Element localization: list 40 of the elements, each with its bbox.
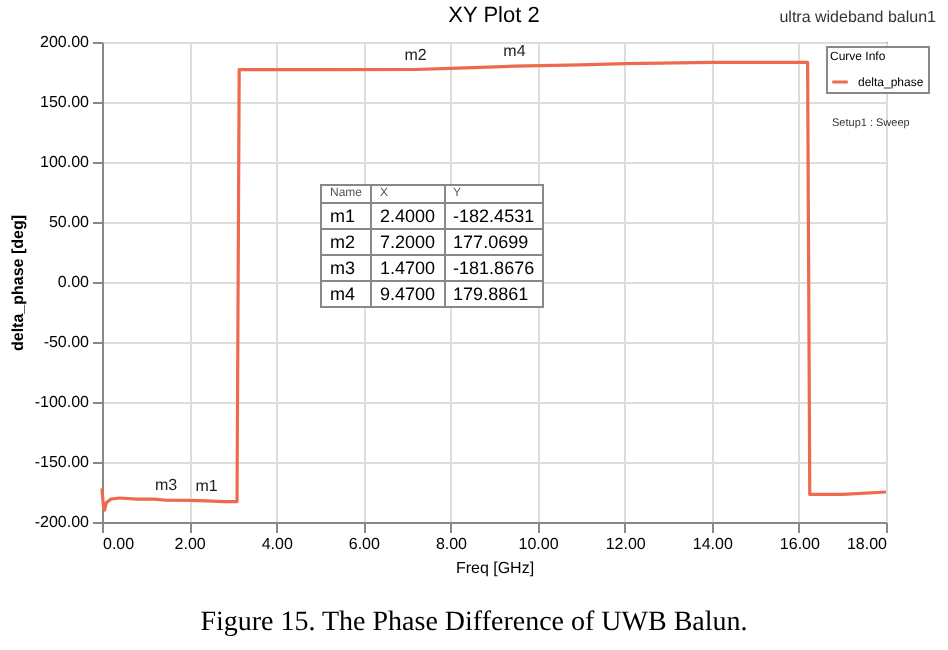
y-tick-label: 150.00 bbox=[40, 93, 91, 111]
y-tick-label: -50.00 bbox=[43, 333, 91, 351]
text: ultra wideband balun1 bbox=[779, 8, 936, 26]
y-tick-label: 100.00 bbox=[40, 153, 91, 171]
annotation: 7.2000 bbox=[371, 229, 445, 255]
annotation: m4 bbox=[503, 42, 527, 61]
x-tick-label: 4.00 bbox=[261, 535, 294, 553]
annotation: m2 bbox=[404, 45, 428, 64]
annotation: m3 bbox=[321, 255, 372, 281]
x-tick-label: 2.00 bbox=[174, 535, 207, 553]
annotation: 179.8861 bbox=[444, 281, 544, 307]
y-tick-label: 50.00 bbox=[48, 213, 91, 231]
annotation: 177.0699 bbox=[444, 229, 544, 255]
x-axis-title: Freq [GHz] bbox=[455, 559, 535, 577]
annotation: m4 bbox=[321, 281, 372, 307]
x-tick-label: 16.00 bbox=[779, 535, 821, 553]
y-tick-label: -100.00 bbox=[34, 393, 91, 411]
annotation: m1 bbox=[321, 203, 372, 229]
x-tick-label: 6.00 bbox=[348, 535, 381, 553]
annotation: 9.4700 bbox=[371, 281, 445, 307]
y-tick-label: 200.00 bbox=[40, 33, 91, 51]
x-tick-label: 10.00 bbox=[518, 535, 560, 553]
caption: Figure 15. The Phase Difference of UWB Balun. bbox=[198, 608, 750, 640]
annotation: m3 bbox=[154, 476, 179, 495]
y-tick-label: -150.00 bbox=[34, 453, 91, 471]
annotation: 1.4700 bbox=[371, 255, 445, 281]
y-axis-title: delta_phase [deg] bbox=[8, 214, 27, 352]
annotation: 2.4000 bbox=[371, 203, 445, 229]
y-tick-label: -200.00 bbox=[34, 513, 91, 531]
y-tick-label: 0.00 bbox=[57, 273, 91, 291]
x-tick-label: 18.00 bbox=[846, 535, 889, 553]
annotation: -181.8676 bbox=[444, 255, 544, 281]
annotation: -182.4531 bbox=[444, 203, 544, 229]
annotation: m1 bbox=[195, 476, 219, 495]
x-tick-label: 12.00 bbox=[605, 535, 647, 553]
x-tick-label: 8.00 bbox=[435, 535, 469, 553]
chart-title: XY Plot 2 bbox=[448, 4, 540, 28]
x-tick-label: 0.00 bbox=[103, 535, 136, 553]
x-tick-label: 14.00 bbox=[692, 535, 734, 553]
annotation: m2 bbox=[321, 229, 372, 255]
